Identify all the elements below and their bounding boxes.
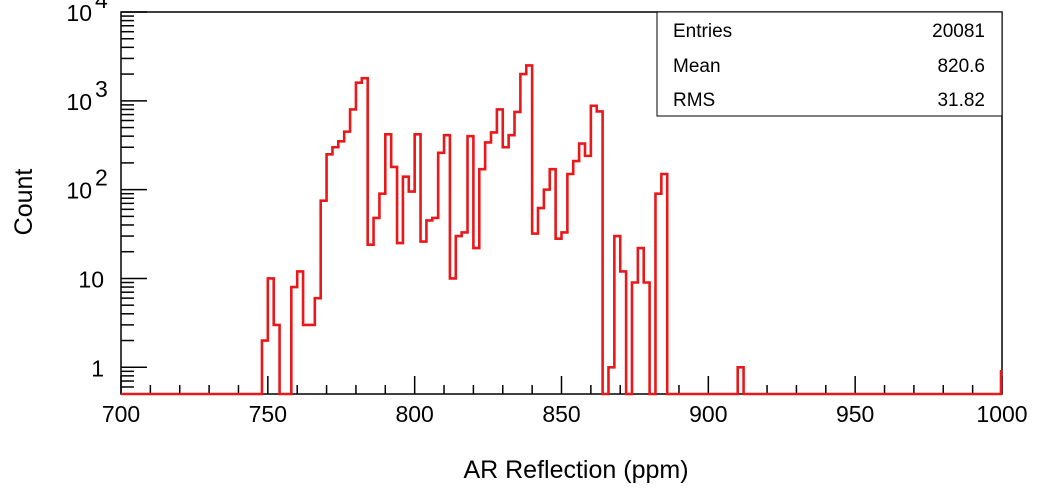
histogram-bin — [468, 136, 474, 394]
x-tick-label: 900 — [689, 401, 727, 427]
x-tick-label: 950 — [836, 401, 874, 427]
histogram-bin — [456, 236, 462, 394]
histogram-bin — [444, 135, 450, 394]
histogram-bin — [556, 239, 562, 394]
histogram-bin — [479, 169, 485, 394]
histogram-bin — [397, 243, 403, 394]
x-tick-labels: 700 750 800 850 900 950 1000 — [102, 401, 1028, 427]
histogram-bin — [585, 156, 591, 394]
y-tick-label: 10 — [66, 178, 92, 204]
histogram-bin — [274, 325, 280, 394]
x-tick-label: 800 — [395, 401, 433, 427]
stats-entries-value: 20081 — [932, 21, 985, 42]
histogram-bin — [632, 283, 638, 394]
histogram-bin — [362, 78, 368, 394]
histogram-bin — [497, 109, 503, 394]
histogram-bin — [597, 111, 603, 394]
histogram-bin — [515, 112, 521, 394]
x-axis-title: AR Reflection (ppm) — [463, 456, 688, 484]
histogram-bin — [608, 367, 614, 394]
histogram-bin — [526, 65, 532, 394]
histogram-bin — [655, 194, 661, 394]
histogram-bin — [509, 135, 515, 394]
histogram-bin — [338, 141, 344, 394]
y-tick-label: 10 — [78, 266, 104, 292]
plot-area-border — [120, 11, 1003, 395]
axis-ticks — [120, 11, 1003, 395]
histogram-bin — [579, 144, 585, 394]
histogram-bin — [503, 147, 509, 394]
histogram-bin — [544, 190, 550, 394]
x-tick-label: 1000 — [976, 401, 1027, 427]
stats-rms-label: RMS — [673, 90, 715, 111]
histogram-bin — [309, 325, 315, 394]
histogram-bin — [520, 74, 526, 394]
histogram-bin — [291, 287, 297, 394]
histogram-line — [121, 64, 1003, 396]
stats-box: Entries 20081 Mean 820.6 RMS 31.82 — [656, 11, 1003, 117]
histogram-bin — [403, 177, 409, 394]
histogram-bin — [573, 161, 579, 394]
histogram-bin — [332, 147, 338, 394]
histogram-bin — [379, 194, 385, 394]
histogram-bin — [450, 278, 456, 394]
histogram-bin — [321, 201, 327, 394]
histogram-bin — [344, 132, 350, 394]
histogram-bin — [550, 169, 556, 394]
histogram-bin — [409, 192, 415, 394]
y-axis-title: Count — [10, 169, 38, 236]
histogram-bin — [303, 325, 309, 394]
histogram-bin — [538, 208, 544, 394]
histogram-bin — [297, 271, 303, 394]
histogram-bin — [591, 106, 597, 394]
y-tick-exponent: 3 — [95, 76, 108, 102]
stats-mean-value: 820.6 — [937, 56, 985, 77]
x-tick-label: 750 — [249, 401, 287, 427]
histogram-bin — [268, 278, 274, 394]
x-tick-label: 850 — [542, 401, 580, 427]
x-tick-label: 700 — [102, 401, 140, 427]
histogram-bin — [644, 283, 650, 394]
histogram-bin — [415, 134, 421, 394]
histogram-bin — [485, 142, 491, 394]
histogram-bin — [567, 174, 573, 394]
stats-mean-label: Mean — [673, 56, 721, 77]
histogram-bin — [327, 154, 333, 394]
y-tick-label: 1 — [91, 355, 104, 381]
stats-entries-label: Entries — [673, 21, 732, 42]
histogram-bin — [562, 232, 568, 394]
histogram-bin — [473, 248, 479, 394]
histogram-bin — [661, 174, 667, 394]
y-tick-label: 10 — [66, 0, 92, 26]
histogram-bin — [620, 271, 626, 394]
histogram-bin — [315, 298, 321, 394]
plot-frame — [120, 11, 1003, 395]
stats-rms-value: 31.82 — [937, 90, 985, 111]
histogram-bin — [421, 242, 427, 394]
histogram-bin — [356, 83, 362, 394]
histogram-bin — [614, 236, 620, 394]
y-tick-exponent: 2 — [95, 165, 108, 191]
y-tick-label: 10 — [66, 89, 92, 115]
histogram-bin — [438, 153, 444, 394]
histogram-bin — [368, 245, 374, 394]
histogram-bin — [391, 167, 397, 394]
histogram-bin — [432, 218, 438, 394]
histogram-bin — [491, 132, 497, 394]
histogram-bin — [262, 341, 268, 394]
histogram-bin — [385, 134, 391, 394]
histogram-bin — [350, 109, 356, 394]
histogram-series — [121, 64, 1003, 396]
histogram-bin — [462, 232, 468, 394]
y-tick-exponent: 4 — [95, 0, 108, 13]
histogram-bin — [532, 234, 538, 394]
histogram-bin — [426, 220, 432, 394]
histogram-bin — [638, 248, 644, 394]
histogram-bin — [374, 218, 380, 394]
